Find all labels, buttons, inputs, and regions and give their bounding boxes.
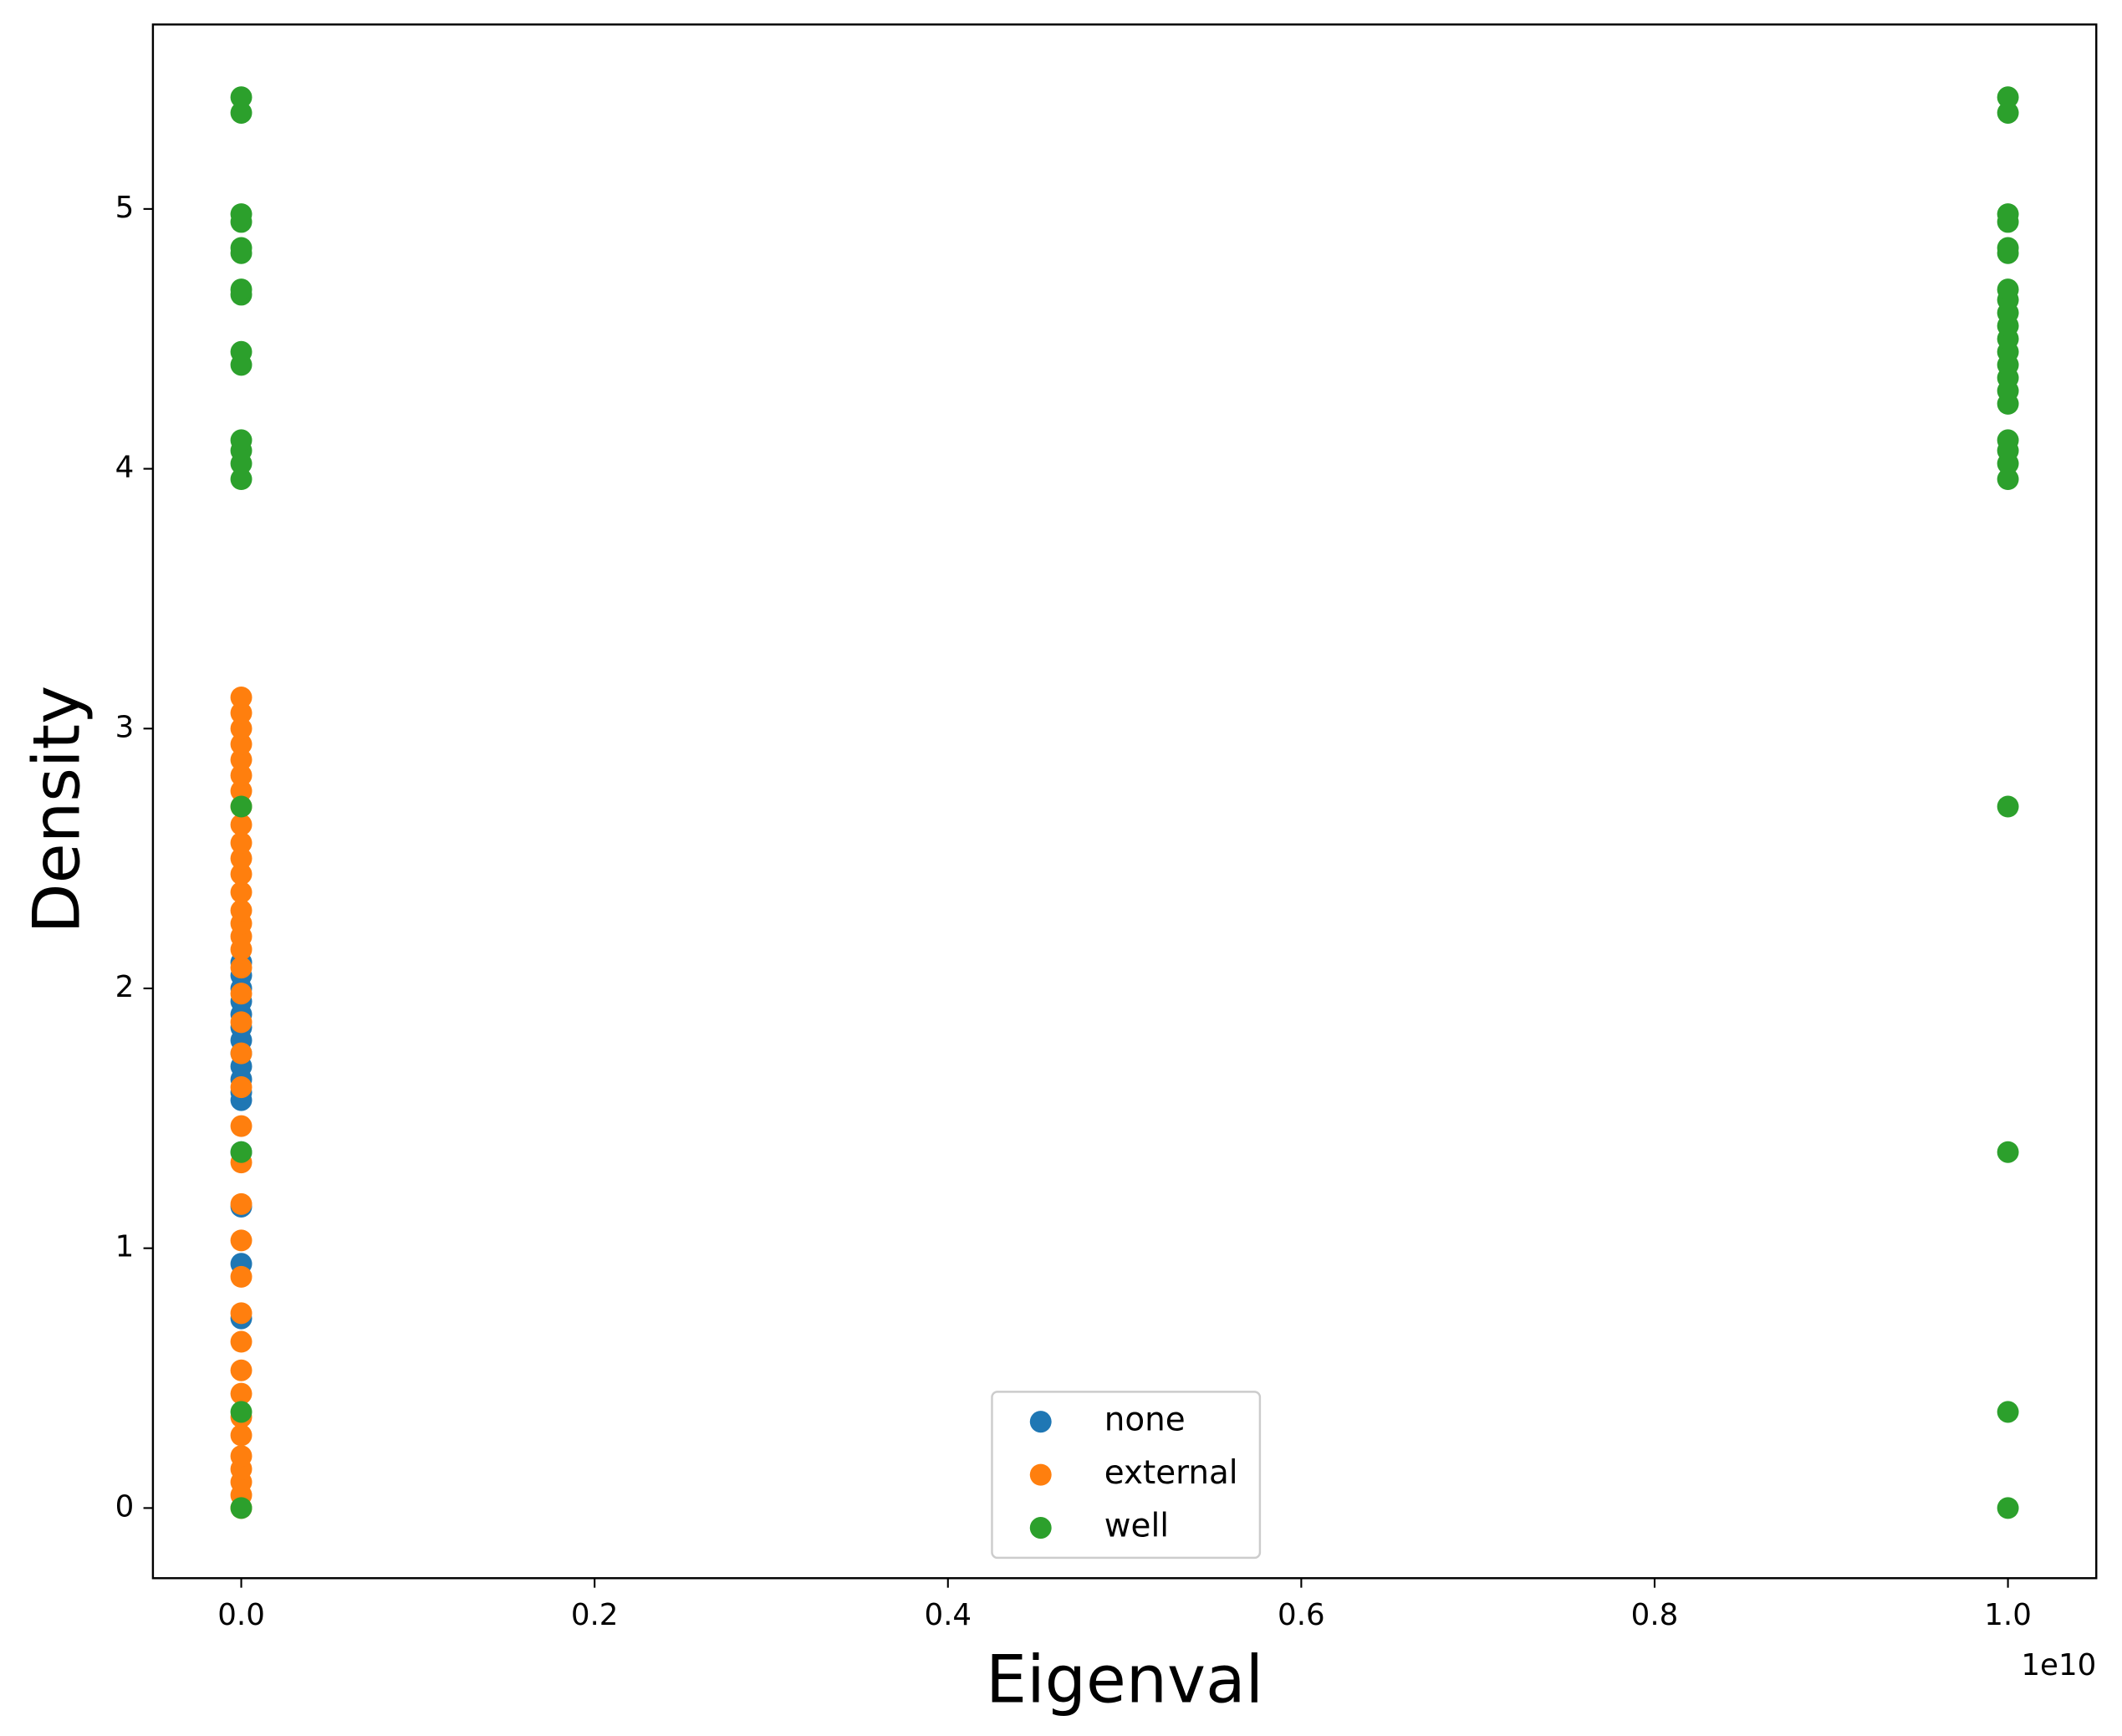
point (230, 795, 252, 818)
legend-marker (1029, 1517, 1052, 1539)
point (1997, 278, 2019, 301)
point (1997, 101, 2019, 124)
legend-label: external (1104, 1454, 1238, 1492)
point (230, 1265, 252, 1288)
x-tick-label: 0.2 (571, 1598, 619, 1632)
point (230, 957, 252, 979)
point (230, 1011, 252, 1034)
point (1997, 86, 2019, 109)
point (230, 863, 252, 886)
point (1997, 1141, 2019, 1163)
point (230, 1382, 252, 1405)
legend-box (991, 1391, 1262, 1560)
point (230, 702, 252, 724)
x-tick-label: 0.0 (217, 1598, 265, 1632)
point (230, 831, 252, 855)
point (230, 1042, 252, 1065)
point (1997, 237, 2019, 259)
plot-frame (151, 23, 2098, 1580)
legend-marker (1029, 1463, 1052, 1486)
point (1997, 467, 2019, 491)
legend-label: none (1104, 1402, 1186, 1439)
y-tick-label: 1 (115, 1230, 135, 1264)
x-axis-label: Eigenval (986, 1643, 1263, 1718)
y-tick-label: 5 (115, 191, 135, 225)
point (230, 733, 252, 755)
point (230, 1401, 252, 1423)
point (230, 1141, 252, 1163)
point (230, 1192, 252, 1215)
point (230, 847, 252, 870)
y-axis-label: Density (19, 686, 94, 934)
point (230, 1359, 252, 1381)
point (230, 1445, 252, 1468)
x-tick-label: 0.4 (924, 1598, 972, 1632)
point (230, 1497, 252, 1519)
point (230, 814, 252, 836)
point (230, 1302, 252, 1325)
point (230, 429, 252, 452)
x-tick-label: 1.0 (1984, 1598, 2032, 1632)
y-tick-label: 2 (115, 970, 135, 1004)
y-tick-label: 0 (115, 1489, 135, 1524)
point (230, 237, 252, 259)
point (230, 1076, 252, 1099)
x-offset-label: 1e10 (2021, 1648, 2096, 1682)
point (1997, 1497, 2019, 1519)
legend-label: well (1104, 1508, 1169, 1545)
y-tick-label: 4 (115, 451, 135, 485)
point (230, 686, 252, 709)
legend-marker (1029, 1411, 1052, 1433)
x-tick-label: 0.8 (1631, 1598, 1679, 1632)
point (230, 1424, 252, 1447)
point (230, 717, 252, 740)
point (230, 983, 252, 1005)
point (1997, 1401, 2019, 1423)
point (230, 1115, 252, 1137)
point (230, 86, 252, 109)
point (1997, 429, 2019, 452)
point (230, 899, 252, 922)
y-tick-label: 3 (115, 710, 135, 744)
point (230, 101, 252, 124)
point (230, 881, 252, 904)
point (230, 340, 252, 363)
point (230, 748, 252, 771)
point (1997, 795, 2019, 818)
x-tick-label: 0.6 (1278, 1598, 1325, 1632)
point (230, 1229, 252, 1252)
point (1997, 203, 2019, 226)
point (230, 467, 252, 491)
point (230, 278, 252, 301)
point (230, 779, 252, 802)
point (230, 1330, 252, 1353)
point (230, 203, 252, 226)
point (230, 764, 252, 787)
